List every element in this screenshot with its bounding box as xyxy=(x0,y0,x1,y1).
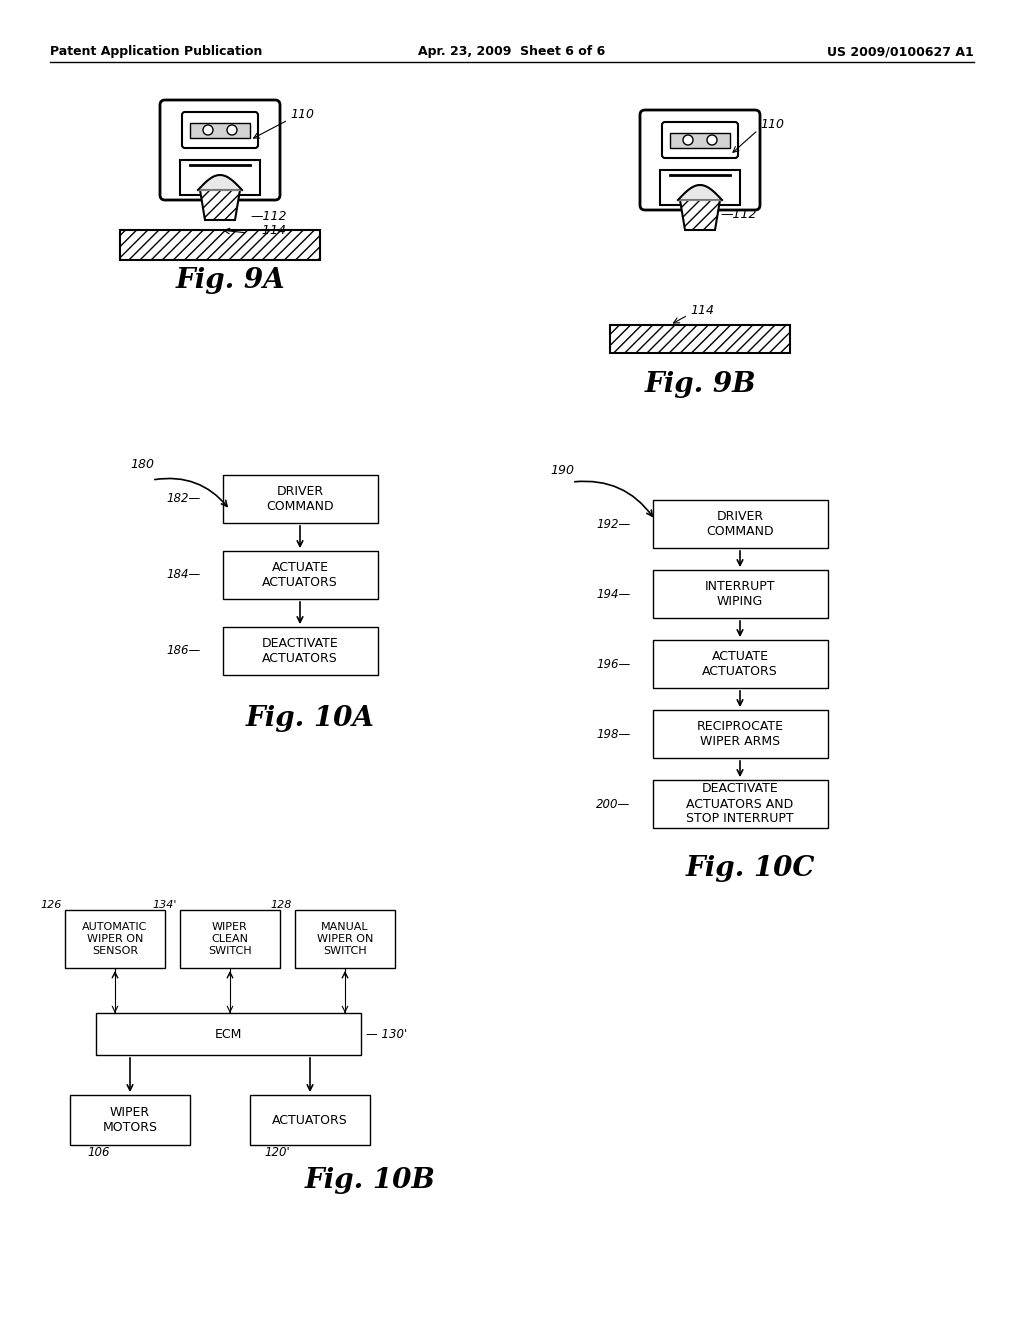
Text: 110: 110 xyxy=(290,108,314,121)
Text: 114: 114 xyxy=(690,304,714,317)
Text: 190: 190 xyxy=(550,463,574,477)
Text: ACTUATE
ACTUATORS: ACTUATE ACTUATORS xyxy=(262,561,338,589)
FancyBboxPatch shape xyxy=(660,170,740,205)
Text: —112: —112 xyxy=(720,209,757,222)
Polygon shape xyxy=(680,201,720,230)
FancyBboxPatch shape xyxy=(180,909,280,968)
Text: Fig. 10B: Fig. 10B xyxy=(304,1167,435,1193)
Text: 128: 128 xyxy=(270,900,292,909)
Circle shape xyxy=(203,125,213,135)
FancyBboxPatch shape xyxy=(652,710,827,758)
Text: 184—: 184— xyxy=(166,569,201,582)
Bar xyxy=(120,230,319,260)
FancyBboxPatch shape xyxy=(652,780,827,828)
Circle shape xyxy=(707,135,717,145)
FancyBboxPatch shape xyxy=(65,909,165,968)
Text: DEACTIVATE
ACTUATORS: DEACTIVATE ACTUATORS xyxy=(261,638,338,665)
FancyBboxPatch shape xyxy=(182,112,258,148)
Text: 186—: 186— xyxy=(166,644,201,657)
Text: 114: 114 xyxy=(250,223,286,236)
Text: 120': 120' xyxy=(264,1147,290,1159)
Text: Apr. 23, 2009  Sheet 6 of 6: Apr. 23, 2009 Sheet 6 of 6 xyxy=(419,45,605,58)
FancyBboxPatch shape xyxy=(652,570,827,618)
Circle shape xyxy=(683,135,693,145)
Text: 194—: 194— xyxy=(596,587,631,601)
Text: Patent Application Publication: Patent Application Publication xyxy=(50,45,262,58)
Text: AUTOMATIC
WIPER ON
SENSOR: AUTOMATIC WIPER ON SENSOR xyxy=(82,923,147,956)
Text: 180: 180 xyxy=(130,458,154,471)
Text: 198—: 198— xyxy=(596,727,631,741)
FancyBboxPatch shape xyxy=(670,133,730,148)
Text: Fig. 10A: Fig. 10A xyxy=(246,705,375,731)
Text: DRIVER
COMMAND: DRIVER COMMAND xyxy=(266,484,334,513)
Text: — 130': — 130' xyxy=(366,1027,407,1040)
Text: 182—: 182— xyxy=(166,492,201,506)
Text: Fig. 10C: Fig. 10C xyxy=(685,854,815,882)
FancyBboxPatch shape xyxy=(95,1012,360,1055)
Text: ACTUATORS: ACTUATORS xyxy=(272,1114,348,1126)
Text: ECM: ECM xyxy=(214,1027,242,1040)
Polygon shape xyxy=(200,190,240,220)
Text: WIPER
MOTORS: WIPER MOTORS xyxy=(102,1106,158,1134)
FancyBboxPatch shape xyxy=(190,123,250,139)
Text: 200—: 200— xyxy=(596,797,631,810)
Text: 126: 126 xyxy=(41,900,62,909)
Text: WIPER
CLEAN
SWITCH: WIPER CLEAN SWITCH xyxy=(208,923,252,956)
Text: 110: 110 xyxy=(760,119,784,132)
Text: INTERRUPT
WIPING: INTERRUPT WIPING xyxy=(705,579,775,609)
Text: 134': 134' xyxy=(153,900,177,909)
Text: DEACTIVATE
ACTUATORS AND
STOP INTERRUPT: DEACTIVATE ACTUATORS AND STOP INTERRUPT xyxy=(686,783,794,825)
FancyBboxPatch shape xyxy=(180,160,260,195)
Text: 106: 106 xyxy=(87,1147,110,1159)
FancyBboxPatch shape xyxy=(222,550,378,599)
Text: —112: —112 xyxy=(250,210,287,223)
FancyBboxPatch shape xyxy=(652,640,827,688)
Text: 192—: 192— xyxy=(596,517,631,531)
FancyBboxPatch shape xyxy=(70,1096,190,1144)
Text: US 2009/0100627 A1: US 2009/0100627 A1 xyxy=(827,45,974,58)
FancyBboxPatch shape xyxy=(250,1096,370,1144)
FancyBboxPatch shape xyxy=(160,100,280,201)
Text: ACTUATE
ACTUATORS: ACTUATE ACTUATORS xyxy=(702,649,778,678)
FancyBboxPatch shape xyxy=(652,500,827,548)
FancyBboxPatch shape xyxy=(222,627,378,675)
Circle shape xyxy=(227,125,237,135)
Text: Fig. 9A: Fig. 9A xyxy=(175,267,285,293)
FancyBboxPatch shape xyxy=(662,121,738,158)
Text: DRIVER
COMMAND: DRIVER COMMAND xyxy=(707,510,774,539)
FancyBboxPatch shape xyxy=(222,475,378,523)
Text: Fig. 9B: Fig. 9B xyxy=(644,371,756,399)
Text: MANUAL
WIPER ON
SWITCH: MANUAL WIPER ON SWITCH xyxy=(316,923,373,956)
Text: RECIPROCATE
WIPER ARMS: RECIPROCATE WIPER ARMS xyxy=(696,719,783,748)
Text: 196—: 196— xyxy=(596,657,631,671)
Bar xyxy=(610,325,790,352)
FancyBboxPatch shape xyxy=(295,909,395,968)
FancyBboxPatch shape xyxy=(640,110,760,210)
